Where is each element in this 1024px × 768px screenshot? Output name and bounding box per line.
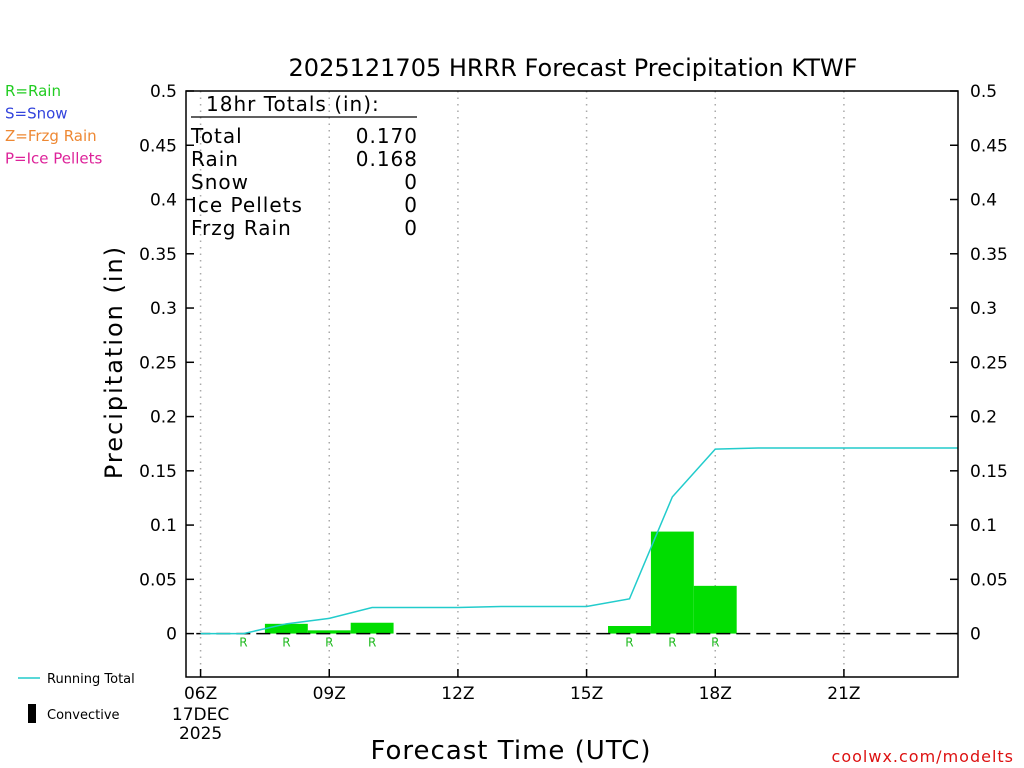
x-tick-label: 12Z <box>441 684 474 704</box>
type-marker: R <box>325 636 333 650</box>
y-tick-label: 0.2 <box>970 408 997 428</box>
type-marker: R <box>282 636 290 650</box>
y-tick-label: 0.45 <box>139 136 177 156</box>
ptype-legend-item: P=Ice Pellets <box>5 150 102 168</box>
totals-row-label: Frzg Rain <box>191 216 292 240</box>
x-tick-date: 17DEC <box>172 705 229 725</box>
type-marker: R <box>368 636 376 650</box>
y-tick-label: 0.15 <box>139 462 177 482</box>
y-tick-label: 0.45 <box>970 136 1008 156</box>
y-tick-label: 0.3 <box>970 299 997 319</box>
ptype-legend-item: S=Snow <box>5 105 68 123</box>
precip-bar <box>264 623 308 634</box>
y-tick-label: 0.25 <box>139 353 177 373</box>
totals-row-value: 0 <box>404 193 418 217</box>
y-tick-label: 0.2 <box>150 408 177 428</box>
y-tick-label: 0.35 <box>970 245 1008 265</box>
running-total-line <box>200 447 958 635</box>
x-tick-label: 09Z <box>313 684 346 704</box>
running-total-legend-label: Running Total <box>47 672 135 687</box>
y-tick-label: 0.1 <box>970 516 997 536</box>
x-tick-year: 2025 <box>179 724 222 744</box>
totals-row-value: 0.168 <box>356 147 418 171</box>
x-tick-label: 06Z <box>184 684 217 704</box>
precip-bar <box>307 630 351 634</box>
series-legend: Running Total Convective <box>18 672 135 723</box>
y-tick-label: 0.05 <box>139 570 177 590</box>
grid-lines <box>199 91 845 677</box>
y-axis-right: 0 0.05 0.1 0.15 0.2 0.25 0.3 0.35 0.4 0.45 0.5 <box>950 82 1008 645</box>
bars-group <box>264 531 737 634</box>
x-tick-label: 15Z <box>570 684 603 704</box>
totals-row-value: 0 <box>404 216 418 240</box>
y-axis-left: 0 0.05 0.1 0.15 0.2 0.25 0.3 0.35 0.4 0.45 0.5 <box>139 82 194 645</box>
ptype-legend-item: Z=Frzg Rain <box>5 127 97 145</box>
y-tick-label: 0.3 <box>150 299 177 319</box>
y-tick-label: 0.05 <box>970 570 1008 590</box>
totals-row-value: 0 <box>404 170 418 194</box>
chart-title: 2025121705 HRRR Forecast Precipitation K… <box>289 54 858 82</box>
totals-rows: Total 0.170 Rain 0.168 Snow 0 Ice Pellets 0 Frzg… <box>190 124 418 240</box>
y-tick-label: 0.5 <box>150 82 177 102</box>
totals-row-label: Snow <box>191 170 249 194</box>
precip-bar <box>693 585 737 634</box>
y-tick-label: 0.35 <box>139 245 177 265</box>
ptype-legend-item: R=Rain <box>5 82 61 100</box>
totals-row-value: 0.170 <box>356 124 418 148</box>
x-axis-label: Forecast Time (UTC) <box>370 736 651 766</box>
precip-bar <box>608 625 651 634</box>
credit-text: coolwx.com/modelts <box>832 747 1014 766</box>
y-tick-label: 0.4 <box>970 191 997 211</box>
type-marker: R <box>711 636 719 650</box>
totals-row-label: Ice Pellets <box>191 193 303 217</box>
precip-bar <box>650 531 694 634</box>
y-tick-label: 0 <box>166 625 177 645</box>
type-marker: R <box>625 636 633 650</box>
convective-legend-swatch <box>28 704 36 723</box>
totals-row-label: Total <box>190 124 243 148</box>
plot-area: R R R R R R R 0 0.05 0.1 0.15 0.2 0.25 0.3 0.35 0.4 0.4… <box>139 82 1008 744</box>
x-tick-label: 21Z <box>827 684 860 704</box>
type-marker: R <box>239 636 247 650</box>
totals-row-label: Rain <box>191 147 239 171</box>
y-tick-label: 0.1 <box>150 516 177 536</box>
y-tick-label: 0.5 <box>970 82 997 102</box>
x-tick-label: 18Z <box>699 684 732 704</box>
precip-bar <box>350 622 394 634</box>
y-tick-label: 0.15 <box>970 462 1008 482</box>
y-tick-label: 0.25 <box>970 353 1008 373</box>
type-marker: R <box>668 636 676 650</box>
convective-legend-label: Convective <box>47 708 120 723</box>
y-tick-label: 0 <box>970 625 981 645</box>
precip-type-legend: R=Rain S=Snow Z=Frzg Rain P=Ice Pellets <box>5 82 102 168</box>
y-tick-label: 0.4 <box>150 191 177 211</box>
totals-heading: 18hr Totals (in): <box>206 92 380 116</box>
totals-box: 18hr Totals (in): Total 0.170 Rain 0.168 Sno… <box>190 92 418 240</box>
y-axis-label: Precipitation (in) <box>100 245 128 479</box>
plot-frame <box>185 90 959 678</box>
